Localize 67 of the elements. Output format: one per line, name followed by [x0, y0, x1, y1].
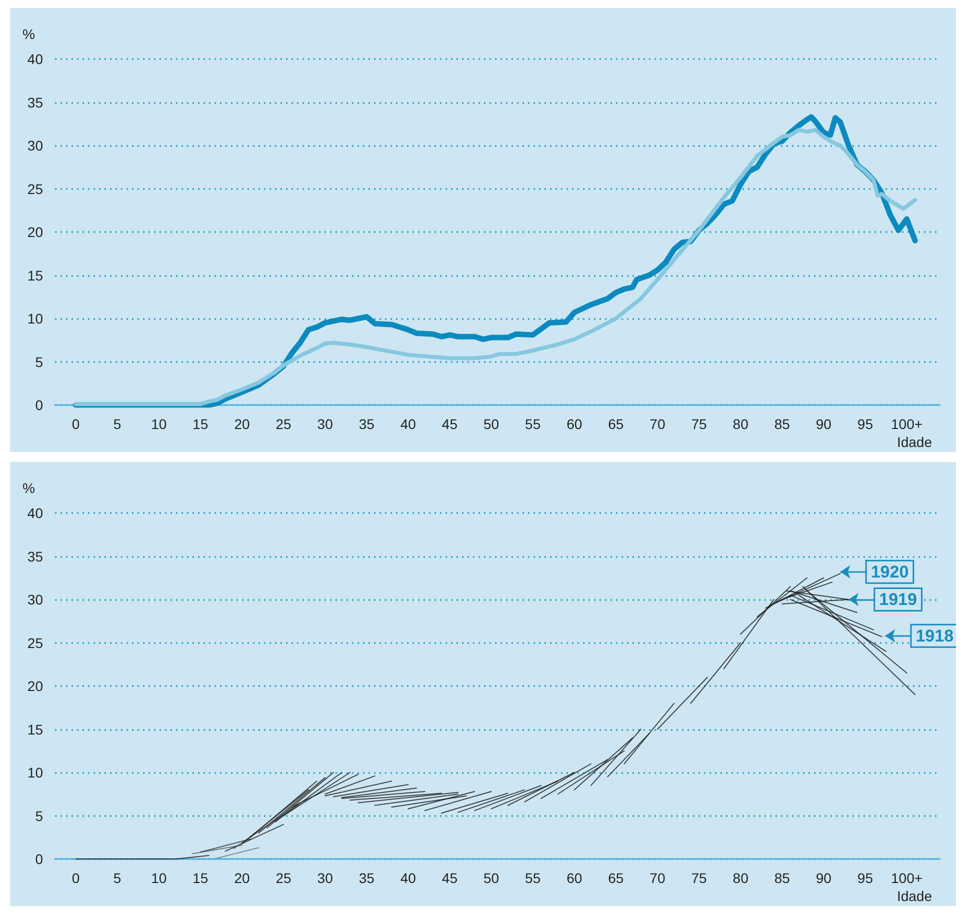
y-tick-label: 35	[27, 548, 44, 564]
x-tick-label: 20	[234, 416, 250, 432]
x-tick-label: 100+	[890, 870, 923, 886]
annotation: 1918	[916, 626, 954, 646]
x-tick-label: 65	[608, 870, 624, 886]
x-tick-label: 25	[276, 870, 292, 886]
x-tick-label: 35	[358, 870, 375, 886]
y-tick-label: 25	[27, 180, 44, 197]
y-tick-label: 25	[27, 634, 44, 651]
y-tick-label: 40	[27, 505, 44, 521]
x-tick-label: 80	[732, 416, 749, 432]
x-tick-label: 95	[857, 870, 874, 886]
x-tick-label: 80	[732, 870, 749, 886]
annotation: 1920	[870, 562, 909, 582]
x-tick-label: 45	[442, 416, 458, 432]
x-tick-label: 10	[151, 870, 167, 886]
x-tick-label: 55	[525, 416, 541, 432]
y-tick-label: 15	[27, 721, 44, 738]
y-tick-label: 15	[27, 267, 44, 284]
x-tick-label: 70	[650, 870, 666, 886]
x-tick-label: 10	[151, 416, 167, 432]
x-tick-label: 60	[566, 870, 582, 886]
x-axis-title: Idade	[896, 888, 932, 904]
x-tick-label: 5	[113, 416, 122, 432]
y-tick-label: 0	[35, 397, 44, 413]
x-tick-label: 85	[774, 416, 790, 432]
x-tick-label: 15	[192, 870, 208, 886]
x-tick-label: 0	[72, 870, 80, 886]
x-tick-label: 50	[483, 870, 500, 886]
annotation: 1919	[879, 590, 917, 609]
y-tick-label: 30	[27, 138, 44, 154]
y-tick-label: 5	[35, 354, 44, 370]
y-axis-title: %	[22, 26, 35, 42]
x-tick-label: 30	[317, 870, 334, 886]
y-axis-title: %	[22, 480, 35, 496]
x-tick-label: 45	[442, 870, 458, 886]
x-tick-label: 50	[483, 416, 500, 432]
y-tick-label: 10	[27, 310, 44, 326]
x-tick-label: 40	[400, 416, 416, 432]
x-axis-title: Idade	[896, 434, 932, 450]
x-tick-label: 20	[234, 870, 250, 886]
y-tick-label: 5	[35, 808, 44, 824]
x-tick-label: 65	[608, 416, 624, 432]
y-tick-label: 35	[27, 94, 44, 110]
x-tick-label: 75	[691, 870, 708, 886]
x-tick-label: 0	[72, 416, 80, 432]
x-tick-label: 75	[691, 416, 708, 432]
x-tick-label: 95	[857, 416, 874, 432]
y-tick-label: 30	[27, 592, 44, 608]
x-tick-label: 15	[192, 416, 208, 432]
x-tick-label: 100+	[890, 416, 923, 432]
x-tick-label: 85	[774, 870, 790, 886]
y-tick-label: 10	[27, 764, 44, 780]
x-tick-label: 25	[276, 416, 292, 432]
y-tick-label: 0	[35, 851, 44, 867]
y-tick-label: 40	[27, 51, 44, 67]
x-tick-label: 30	[317, 416, 334, 432]
x-tick-label: 35	[358, 416, 375, 432]
x-tick-label: 55	[525, 870, 541, 886]
y-tick-label: 20	[27, 224, 44, 240]
x-tick-label: 40	[400, 870, 416, 886]
x-tick-label: 60	[566, 416, 582, 432]
x-tick-label: 90	[816, 416, 832, 432]
x-tick-label: 70	[650, 416, 666, 432]
x-tick-label: 90	[816, 870, 832, 886]
y-tick-label: 20	[27, 678, 44, 694]
x-tick-label: 5	[113, 870, 122, 886]
